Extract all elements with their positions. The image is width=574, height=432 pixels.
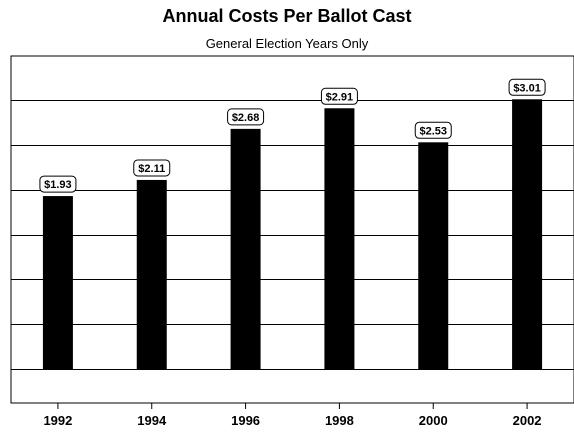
bar-1998	[324, 108, 355, 369]
x-tick-label: 2002	[513, 413, 542, 428]
data-label-box	[39, 175, 77, 193]
data-label: $2.68	[232, 112, 260, 124]
x-tick-label: 1998	[325, 413, 354, 428]
bar-1994	[136, 179, 167, 369]
plot-area	[10, 55, 574, 404]
data-label-box	[508, 78, 546, 96]
x-tick-label: 1992	[43, 413, 72, 428]
bar-1992	[42, 196, 73, 369]
x-tick-label: 1994	[137, 413, 167, 428]
x-tick-label: 1996	[231, 413, 260, 428]
data-label: $2.11	[138, 163, 165, 175]
grid-lines	[11, 100, 574, 370]
chart-title: Annual Costs Per Ballot Cast	[162, 6, 412, 26]
bar-2002	[512, 99, 543, 369]
data-label: $2.53	[419, 125, 447, 137]
chart-subtitle: General Election Years Only	[205, 36, 369, 51]
data-label-box	[414, 121, 452, 139]
data-label: $3.01	[513, 82, 541, 94]
data-label-box	[227, 108, 265, 126]
bars	[42, 99, 543, 369]
x-tick-label: 2000	[419, 413, 448, 428]
data-label: $1.93	[44, 179, 72, 191]
bar-1996	[230, 128, 261, 369]
data-label-box	[320, 87, 358, 105]
data-labels: $1.93 $2.11 $2.68 $2.91 $2.53 $3.01	[39, 78, 546, 193]
bar-2000	[418, 142, 449, 369]
x-axis-ticks: 1992 1994 1996 1998 2000 2002	[43, 403, 542, 428]
data-label: $2.91	[326, 91, 354, 103]
data-label-box	[133, 159, 171, 177]
